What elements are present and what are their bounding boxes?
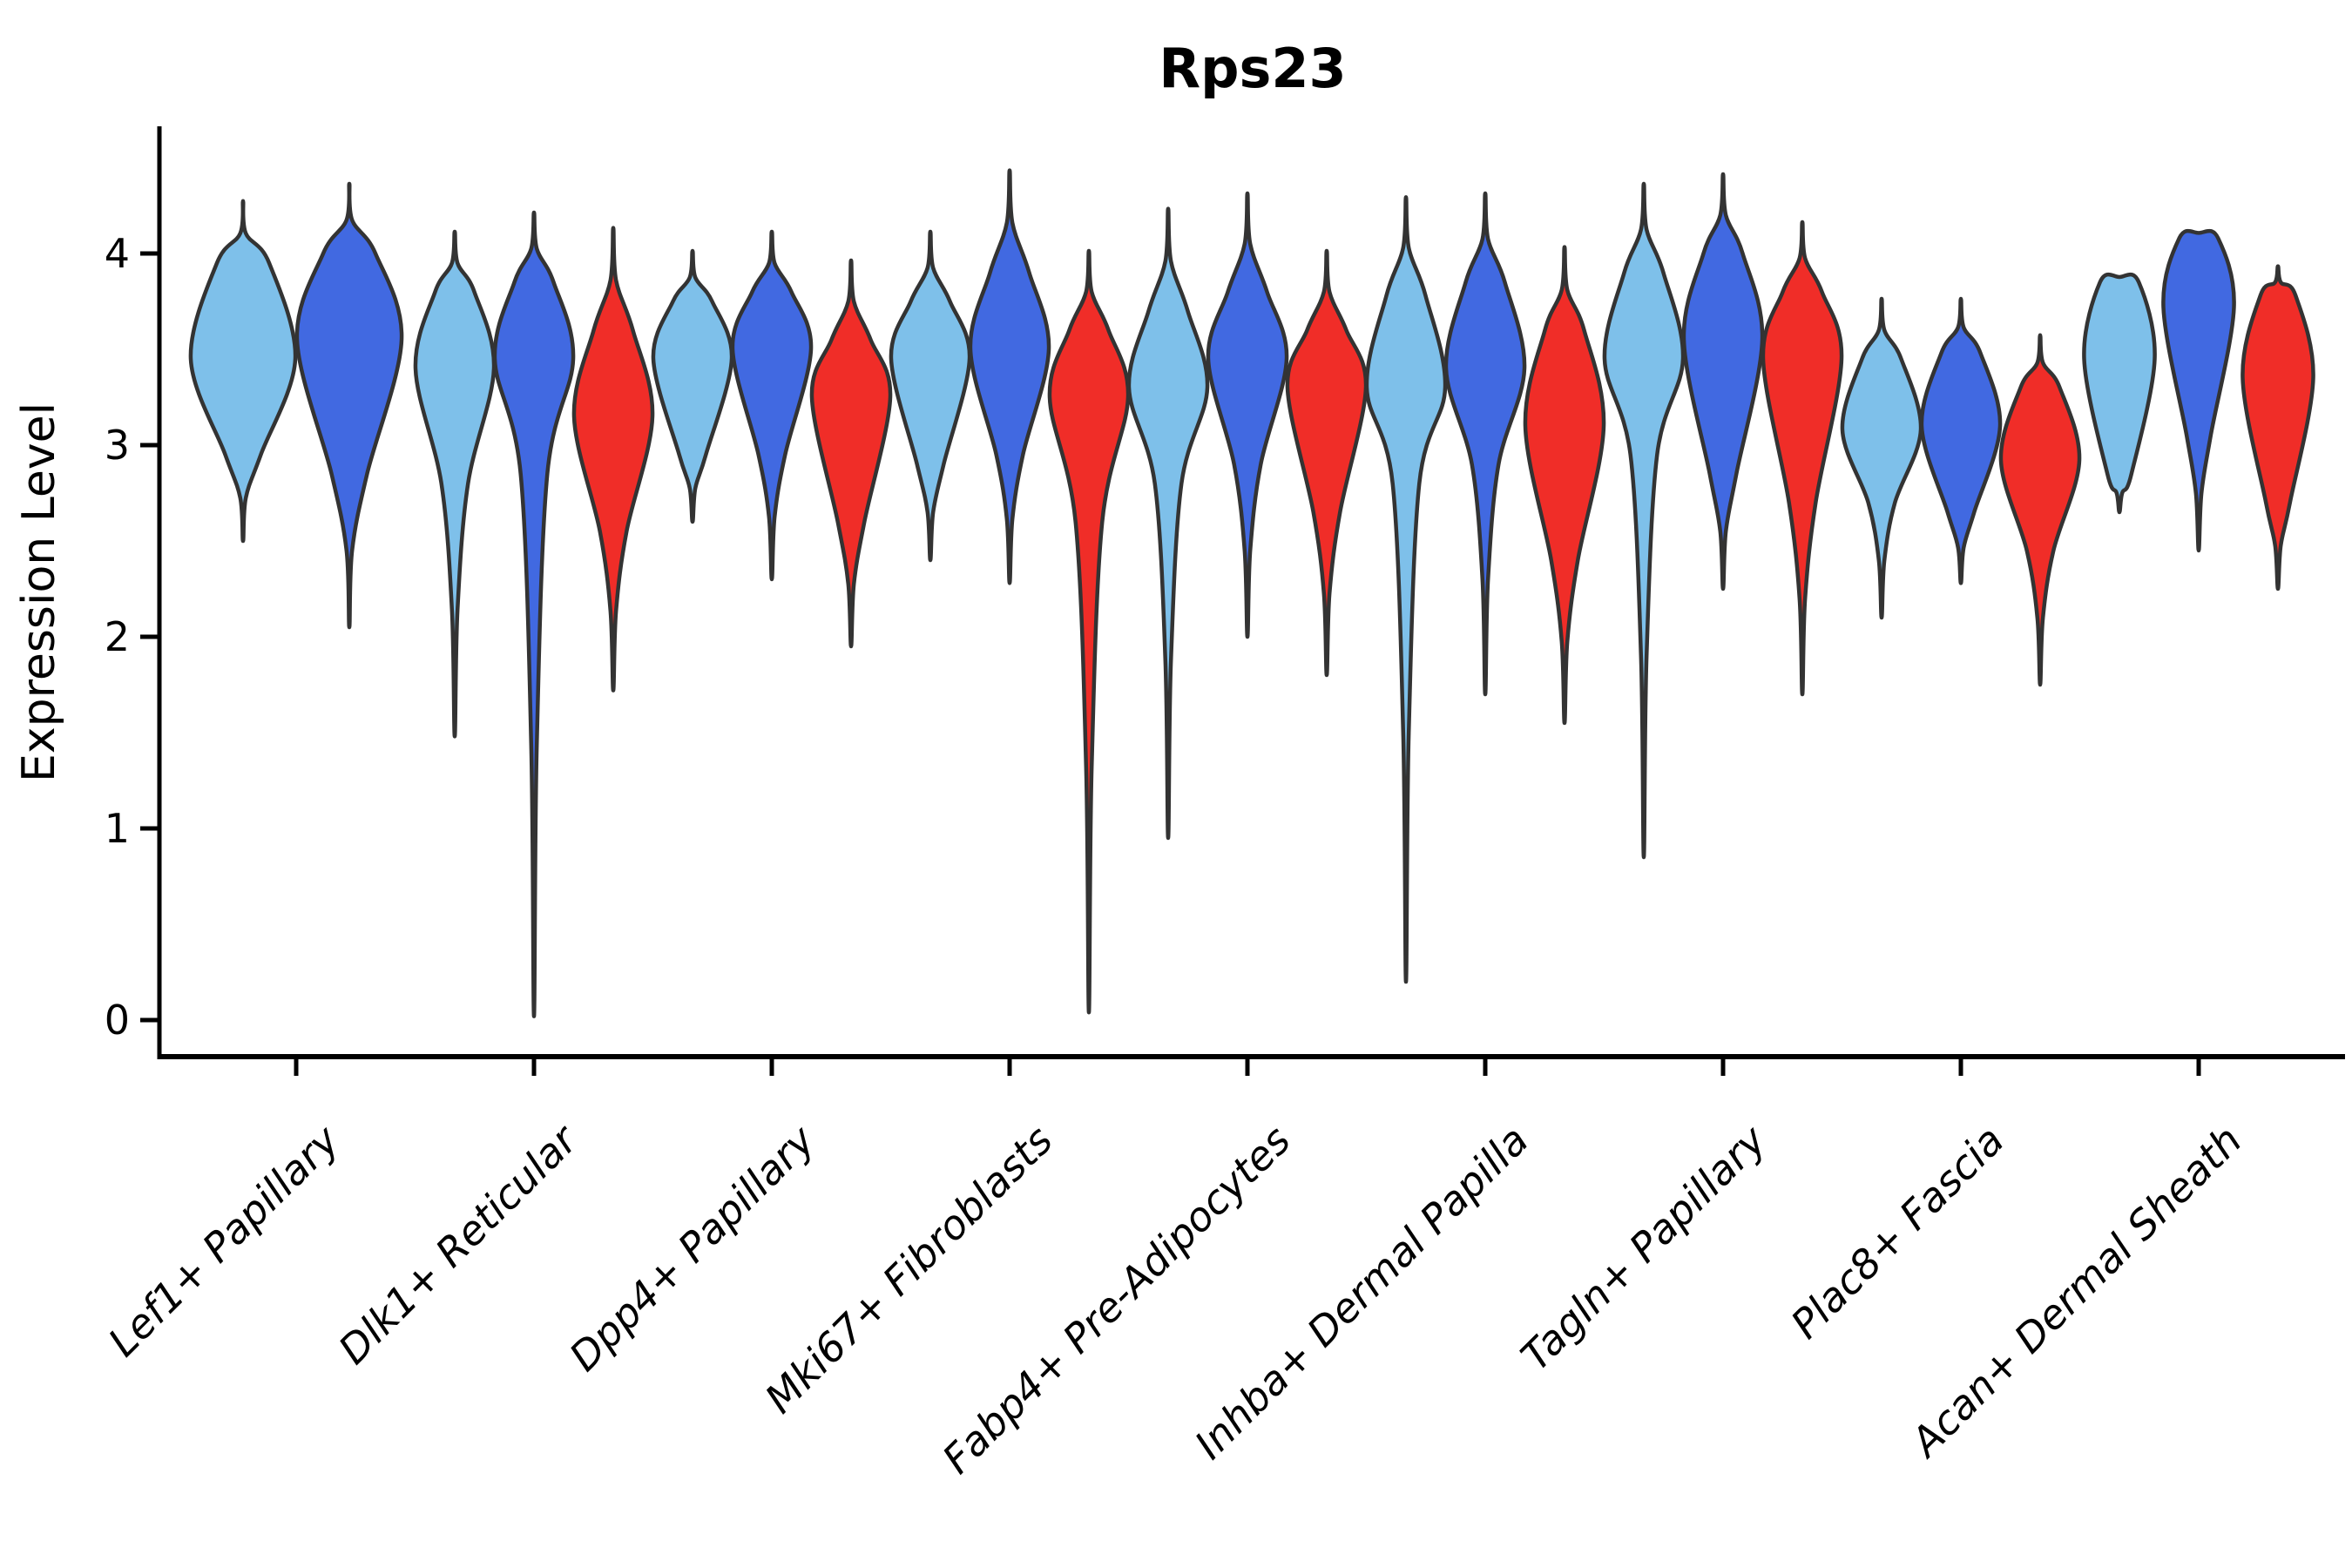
violin-royal-blue [1681,172,1765,591]
violin-red [1998,333,2082,687]
violin-royal-blue [2161,228,2236,553]
y-tick-label: 2 [105,613,130,660]
violin-royal-blue [1443,191,1527,697]
y-axis-ticks: 0 1 2 3 4 [105,230,159,1044]
violin-light-blue [1126,206,1210,841]
x-tick-label: Dpp4+ Papillary [560,1116,824,1380]
y-axis-label: Expression Level [13,402,65,782]
violin-light-blue [889,229,972,563]
violin-red [2240,264,2315,591]
violin-light-blue [413,229,497,739]
y-tick-label: 1 [105,805,130,852]
violin-royal-blue [968,168,1051,585]
y-tick-label: 3 [105,422,130,469]
violin-royal-blue [1206,191,1289,639]
x-tick-label: Lef1+ Papillary [99,1116,348,1365]
y-tick-label: 0 [105,997,130,1044]
x-tick-label: Dlk1+ Reticular [329,1114,588,1373]
chart-title: Rps23 [1159,37,1346,100]
violin-light-blue [1364,195,1448,984]
violins-layer [188,168,2315,1018]
violin-light-blue [2082,272,2157,515]
violin-light-blue [188,199,298,544]
violin-royal-blue [294,181,404,630]
violin-light-blue [1840,296,1923,620]
x-tick-label: Tagln+ Papillary [1511,1116,1775,1380]
violin-red [1285,248,1369,678]
violin-red [809,258,893,649]
violin-red [1761,220,1844,697]
violin-red [571,226,655,693]
y-tick-label: 4 [105,230,130,277]
violin-red [1047,248,1131,1015]
x-tick-label: Plac8+ Fascia [1781,1117,2012,1348]
violin-light-blue [651,248,734,524]
violin-red [1523,245,1606,726]
violin-royal-blue [1919,296,2003,585]
violin-royal-blue [492,210,576,1018]
violin-light-blue [1602,181,1686,860]
violin-royal-blue [730,229,814,582]
